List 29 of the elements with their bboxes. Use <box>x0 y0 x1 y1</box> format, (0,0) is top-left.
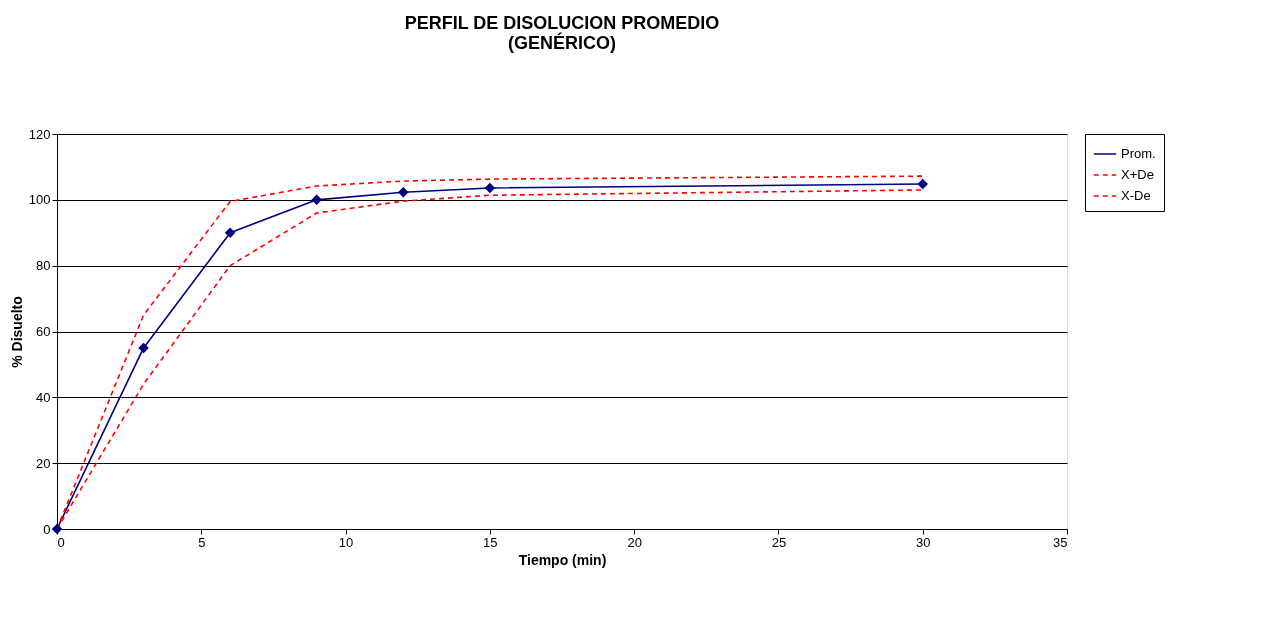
y-tick-label: 100 <box>28 192 51 208</box>
y-tick-label: 0 <box>43 521 51 537</box>
x-tick-label: 35 <box>1053 534 1068 550</box>
y-tick-label: 120 <box>28 126 51 142</box>
legend-label: X-De <box>1121 188 1151 203</box>
legend-label: Prom. <box>1121 146 1156 161</box>
point <box>917 178 928 190</box>
point <box>311 194 322 206</box>
x-tick-label: 5 <box>198 534 206 550</box>
x-tick-label: 20 <box>627 534 642 550</box>
x-tick-label: 10 <box>338 534 354 550</box>
x-tick-label: 15 <box>483 534 498 550</box>
x-tick-label: 30 <box>915 534 931 550</box>
x-tick-label: 0 <box>57 534 65 550</box>
point <box>224 227 236 238</box>
x-tick-label: 25 <box>771 534 787 550</box>
y-tick-label: 40 <box>36 389 51 405</box>
y-axis-title: % Disuelto <box>8 296 25 368</box>
point <box>51 523 63 535</box>
text: (GENÉRICO) <box>508 33 616 53</box>
y-tick-label: 80 <box>36 258 51 274</box>
x-axis-title: Tiempo (min) <box>518 551 607 568</box>
text: PERFIL DE DISOLUCION PROMEDIO <box>404 13 720 33</box>
y-tick-label: 60 <box>36 324 51 339</box>
legend-label: X+De <box>1121 167 1154 182</box>
point <box>138 342 149 354</box>
point <box>484 182 496 194</box>
y-tick-label: 20 <box>36 455 51 471</box>
point <box>398 187 409 198</box>
